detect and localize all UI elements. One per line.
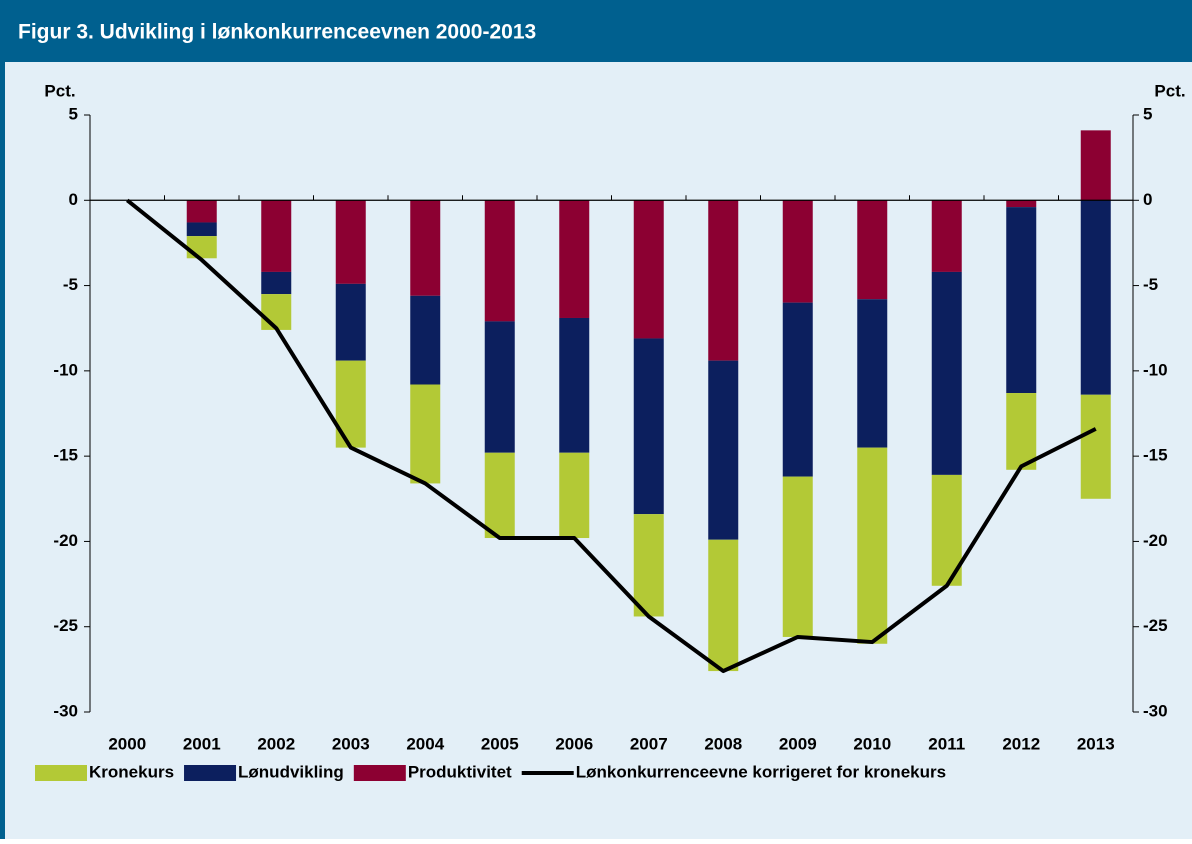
legend-label: Kronekurs	[89, 762, 174, 781]
y2-tick-label: 5	[1143, 104, 1152, 123]
y2-axis-label: Pct.	[1154, 81, 1185, 100]
y-tick-label: -20	[53, 531, 78, 550]
bar	[782, 476, 813, 637]
bar	[559, 317, 590, 453]
bar	[782, 302, 813, 477]
legend-swatch	[353, 765, 406, 781]
bar	[1080, 130, 1111, 201]
x-tick-label: 2007	[630, 734, 668, 753]
y-tick-label: 0	[69, 190, 78, 209]
bar	[335, 360, 366, 448]
x-tick-label: 2001	[183, 734, 221, 753]
y2-tick-label: -20	[1143, 531, 1168, 550]
y-tick-label: 5	[69, 104, 78, 123]
x-tick-label: 2010	[853, 734, 891, 753]
bar	[410, 295, 441, 385]
bar	[1080, 200, 1111, 395]
bar	[1080, 394, 1111, 499]
y-tick-label: -10	[53, 360, 78, 379]
line	[125, 198, 1097, 674]
x-tick-label: 2003	[332, 734, 370, 753]
bar	[708, 200, 739, 361]
bar	[931, 271, 962, 475]
bar	[782, 200, 813, 303]
x-tick-label: 2009	[779, 734, 817, 753]
bar	[1006, 207, 1037, 394]
bar	[633, 514, 664, 617]
bar	[857, 299, 888, 448]
bar	[261, 294, 292, 330]
legend-label: Produktivitet	[408, 762, 512, 781]
y-tick-label: -25	[53, 616, 78, 635]
bar	[708, 360, 739, 540]
left-border	[0, 0, 5, 839]
y2-tick-label: 0	[1143, 190, 1152, 209]
y-axis-label: Pct.	[44, 81, 75, 100]
bar	[484, 321, 515, 453]
bar	[1006, 393, 1037, 470]
x-tick-label: 2006	[555, 734, 593, 753]
y2-tick-label: -25	[1143, 616, 1168, 635]
x-tick-label: 2004	[406, 734, 444, 753]
bar	[559, 452, 590, 539]
bar	[931, 200, 962, 272]
bar	[261, 200, 292, 272]
y2-tick-label: -15	[1143, 446, 1168, 465]
legend-swatch	[184, 765, 237, 781]
y-tick-label: -30	[53, 701, 78, 720]
bar	[857, 200, 888, 300]
bar	[410, 200, 441, 296]
bar	[186, 236, 217, 259]
bar	[708, 539, 739, 672]
bar	[186, 200, 217, 223]
y-tick-label: -5	[63, 275, 78, 294]
x-tick-label: 2012	[1002, 734, 1040, 753]
bar	[559, 200, 590, 318]
bar	[633, 338, 664, 515]
header	[0, 0, 1192, 62]
bar	[335, 200, 366, 284]
y-tick-label: -15	[53, 446, 78, 465]
bar	[261, 271, 292, 295]
legend-label: Lønkonkurrenceevne korrigeret for kronek…	[576, 762, 946, 781]
x-tick-label: 2002	[257, 734, 295, 753]
y2-tick-label: -30	[1143, 701, 1168, 720]
x-tick-label: 2013	[1077, 734, 1115, 753]
y2-tick-label: -5	[1143, 275, 1158, 294]
legend-label: Lønudvikling	[238, 762, 344, 781]
bar	[1006, 200, 1037, 208]
x-tick-label: 2011	[928, 734, 965, 753]
bar	[484, 200, 515, 322]
legend-swatch	[35, 765, 87, 781]
x-tick-label: 2000	[108, 734, 146, 753]
y2-tick-label: -10	[1143, 360, 1168, 379]
bar	[186, 222, 217, 237]
bar	[335, 283, 366, 361]
bar	[410, 384, 441, 484]
bar	[484, 452, 515, 539]
chart-title: Figur 3. Udvikling i lønkonkurrenceevnen…	[18, 21, 536, 44]
x-tick-label: 2008	[704, 734, 742, 753]
bar	[633, 200, 664, 339]
bar	[857, 447, 888, 644]
x-tick-label: 2005	[481, 734, 519, 753]
